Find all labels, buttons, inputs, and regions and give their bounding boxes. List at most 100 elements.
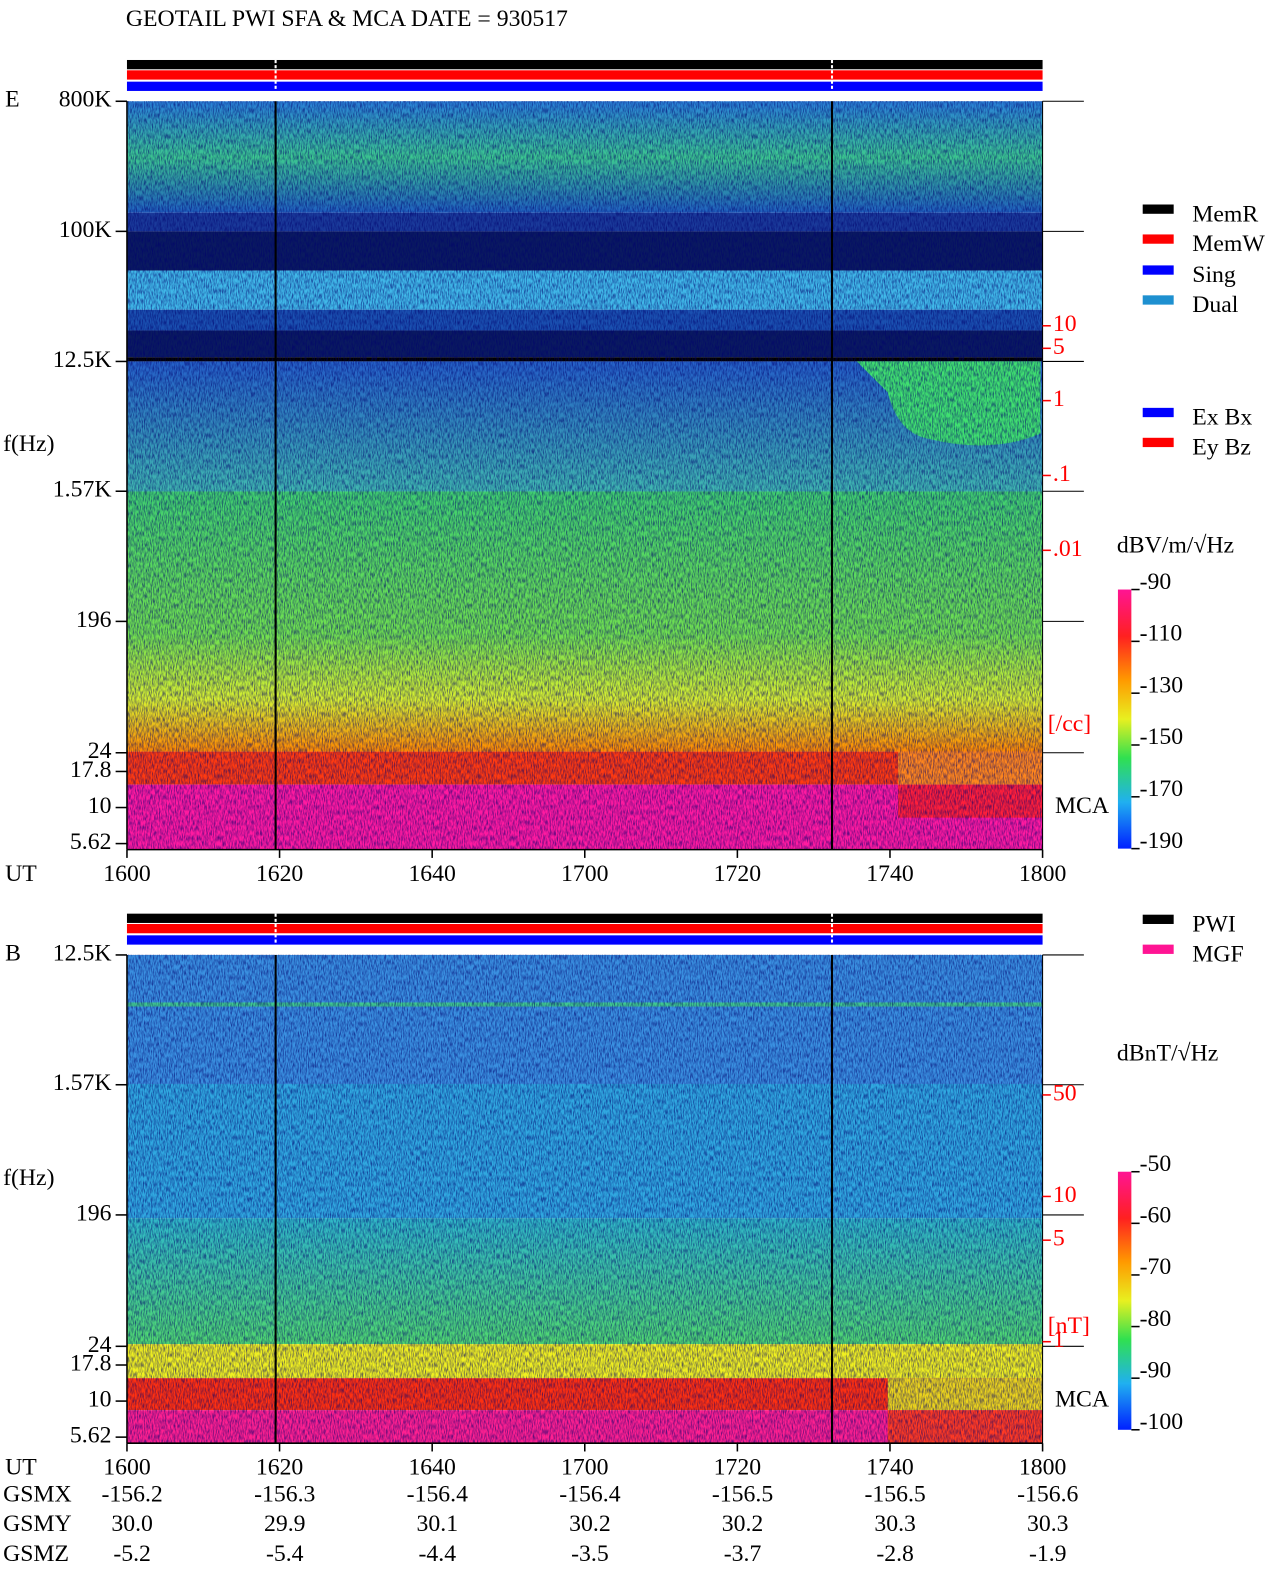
y2-tick-label: 5 — [1053, 334, 1065, 360]
orbit-value: 30.2 — [722, 1511, 764, 1537]
y-tick-label: 10 — [88, 1387, 112, 1413]
panel-label: B — [5, 940, 21, 966]
y-tick-label: 12.5K — [53, 940, 112, 966]
x-tick-label: 1740 — [866, 1454, 913, 1480]
orbit-value: -4.4 — [419, 1541, 457, 1567]
legend-swatch — [1142, 265, 1174, 275]
orbit-value: 29.9 — [264, 1511, 306, 1537]
orbit-value: -3.5 — [571, 1541, 609, 1567]
orbit-value: 30.2 — [569, 1511, 611, 1537]
x-tick-label: 1620 — [256, 1454, 303, 1480]
y-tick-label: 17.8 — [70, 1350, 112, 1376]
x-tick-label: 1600 — [103, 1454, 150, 1480]
colorbar-tick-label: -130 — [1140, 672, 1184, 698]
x-tick-label: 1800 — [1019, 1454, 1066, 1480]
y-tick-label: 100K — [59, 217, 112, 243]
x-tick-label: 1740 — [866, 861, 913, 887]
y2-axis-title: [nT] — [1048, 1313, 1090, 1339]
legend-swatch — [1142, 234, 1174, 244]
orbit-row-label: GSMX — [3, 1481, 72, 1507]
orbit-row-label: GSMZ — [3, 1541, 69, 1567]
legend-label: Sing — [1192, 262, 1236, 288]
colorbar-title: dBnT/√Hz — [1117, 1041, 1218, 1067]
legend-swatch — [1142, 295, 1174, 305]
y2-tick-label: 50 — [1053, 1080, 1077, 1106]
y-tick-label: 5.62 — [70, 1423, 112, 1449]
panel-label: E — [5, 87, 20, 113]
legend-label: MemW — [1192, 231, 1265, 257]
x-tick-label: 1720 — [714, 1454, 761, 1480]
x-tick-label: 1640 — [408, 861, 455, 887]
y-tick-label: 17.8 — [70, 757, 112, 783]
orbit-row-label: GSMY — [3, 1511, 72, 1537]
legend-swatch — [1142, 944, 1174, 954]
colorbar-tick-label: -60 — [1140, 1203, 1172, 1229]
y-axis-title: f(Hz) — [3, 1165, 54, 1191]
x-tick-label: 1640 — [408, 1454, 455, 1480]
legend-label: Dual — [1192, 292, 1239, 318]
legend-swatch — [1142, 407, 1174, 418]
orbit-value: 30.1 — [417, 1511, 459, 1537]
colorbar — [1117, 589, 1132, 849]
status-bars — [126, 59, 1043, 91]
colorbar-tick-label: -90 — [1140, 569, 1172, 595]
colorbar-tick-label: -80 — [1140, 1306, 1172, 1332]
legend-label: PWI — [1192, 912, 1236, 938]
orbit-value: -3.7 — [724, 1541, 762, 1567]
legend-swatch — [1142, 437, 1174, 448]
colorbar — [1117, 1171, 1132, 1430]
y-axis-title: f(Hz) — [3, 431, 54, 457]
y2-tick-label: .01 — [1053, 536, 1083, 562]
colorbar-title: dBV/m/√Hz — [1117, 533, 1234, 559]
y-tick-label: 24 — [88, 738, 112, 764]
x-tick-label: 1620 — [256, 861, 303, 887]
y2-tick-label: 5 — [1053, 1226, 1065, 1252]
orbit-value: 30.0 — [111, 1511, 153, 1537]
y2-tick-label: 1 — [1053, 386, 1065, 412]
colorbar-tick-label: -110 — [1140, 621, 1183, 647]
legend-label: Ey Bz — [1192, 435, 1251, 461]
y-tick-label: 12.5K — [53, 347, 112, 373]
y-tick-label: 196 — [76, 1200, 112, 1226]
x-tick-label: 1700 — [561, 861, 608, 887]
y-tick-label: 1.57K — [53, 477, 112, 503]
y2-tick-label: 10 — [1053, 1182, 1077, 1208]
orbit-value: -2.8 — [876, 1541, 914, 1567]
y-tick-label: 10 — [88, 793, 112, 819]
status-bars — [126, 913, 1043, 945]
legend-swatch — [1142, 914, 1174, 924]
spectrogram-e — [126, 101, 1043, 850]
orbit-value: 30.3 — [874, 1511, 916, 1537]
x-axis-title: UT — [5, 861, 37, 887]
mca-label: MCA — [1055, 793, 1109, 819]
colorbar-tick-label: -170 — [1140, 776, 1184, 802]
y2-tick-label: 1 — [1053, 1327, 1065, 1353]
orbit-value: 30.3 — [1027, 1511, 1069, 1537]
colorbar-tick-label: -50 — [1140, 1151, 1172, 1177]
colorbar-tick-label: -150 — [1140, 724, 1184, 750]
colorbar-tick-label: -90 — [1140, 1357, 1172, 1383]
y2-tick-label: 10 — [1053, 311, 1077, 337]
legend-swatch — [1142, 204, 1174, 214]
y-tick-label: 24 — [88, 1332, 112, 1358]
y-tick-label: 5.62 — [70, 829, 112, 855]
orbit-value: -156.4 — [407, 1481, 468, 1507]
colorbar-tick-label: -100 — [1140, 1409, 1184, 1435]
colorbar-tick-label: -190 — [1140, 828, 1184, 854]
legend-label: MGF — [1192, 941, 1243, 967]
mca-label: MCA — [1055, 1387, 1109, 1413]
y-tick-label: 196 — [76, 607, 112, 633]
spectrogram-b — [126, 954, 1043, 1444]
x-tick-label: 1600 — [103, 861, 150, 887]
orbit-value: -156.2 — [101, 1481, 162, 1507]
orbit-value: -156.4 — [559, 1481, 620, 1507]
legend-label: MemR — [1192, 201, 1258, 227]
y-tick-label: 800K — [59, 87, 112, 113]
y2-tick-label: .1 — [1053, 461, 1071, 487]
legend-label: Ex Bx — [1192, 405, 1252, 431]
y-tick-label: 1.57K — [53, 1070, 112, 1096]
orbit-value: -156.5 — [864, 1481, 925, 1507]
x-tick-label: 1800 — [1019, 861, 1066, 887]
